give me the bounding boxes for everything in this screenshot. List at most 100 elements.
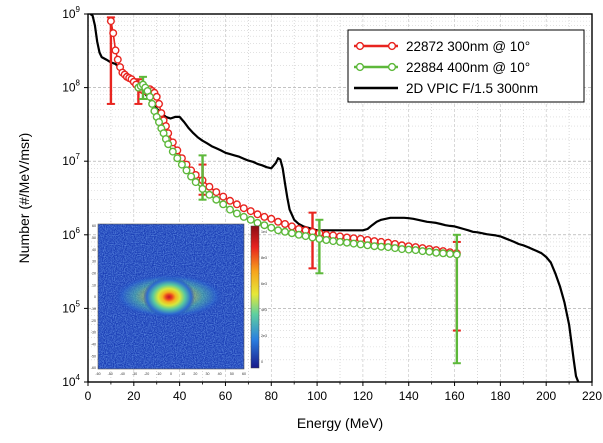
data-point — [234, 210, 241, 217]
x-tick-label: 0 — [85, 389, 92, 403]
data-point — [323, 237, 330, 244]
data-point — [268, 216, 275, 223]
inset-x-tick-label: -40 — [120, 372, 125, 376]
inset-y-tick-label: 40 — [92, 248, 96, 252]
inset-x-tick-label: 10 — [181, 372, 185, 376]
data-point — [426, 248, 433, 255]
data-point — [227, 206, 234, 213]
inset-x-ticks: -60 -50 -40 -30 -20 -10 0 10 20 30 40 50 60 — [95, 372, 246, 376]
data-point — [112, 47, 119, 54]
inset-x-tick-label: -60 — [95, 372, 100, 376]
data-point — [392, 245, 399, 252]
data-point — [179, 161, 186, 168]
data-point — [454, 251, 461, 258]
x-tick-label: 140 — [399, 389, 419, 403]
data-point — [156, 101, 163, 108]
inset-x-tick-label: -30 — [132, 372, 137, 376]
data-point — [357, 241, 364, 248]
inset-colorbar-label: 0 — [261, 360, 263, 364]
data-point — [110, 30, 117, 37]
data-point — [399, 246, 406, 253]
data-point — [170, 148, 177, 155]
inset-beam-spot — [143, 277, 195, 317]
inset-colorbar-label: 4e3 — [261, 308, 267, 312]
data-point — [247, 208, 254, 215]
legend-label: 22872 300nm @ 10° — [406, 39, 530, 54]
inset-x-tick-label: 20 — [193, 372, 197, 376]
y-tick-label: 106 — [62, 226, 80, 242]
y-tick-label: 105 — [62, 299, 80, 315]
data-point — [188, 173, 195, 180]
x-tick-label: 80 — [265, 389, 279, 403]
data-point — [254, 220, 261, 227]
data-point — [115, 56, 122, 63]
data-point — [254, 211, 261, 218]
data-point — [275, 227, 282, 234]
data-point — [183, 167, 190, 174]
data-point — [282, 229, 289, 236]
error-bar — [315, 220, 323, 274]
inset-y-tick-label: -30 — [91, 331, 96, 335]
inset-colorbar-label: 1e4 — [261, 230, 267, 234]
inset-y-tick-label: 10 — [92, 283, 96, 287]
data-point — [364, 242, 371, 249]
data-point — [108, 18, 115, 25]
x-tick-label: 20 — [127, 389, 141, 403]
data-point — [371, 243, 378, 250]
inset-x-tick-label: 30 — [206, 372, 210, 376]
data-point — [213, 196, 220, 203]
data-point — [350, 240, 357, 247]
data-point — [199, 186, 206, 193]
y-tick-label: 109 — [62, 5, 80, 21]
data-point — [213, 189, 220, 196]
data-point — [289, 223, 296, 230]
data-point — [227, 198, 234, 205]
data-point — [261, 214, 268, 221]
legend-label: 2D VPIC F/1.5 300nm — [406, 81, 538, 96]
inset-y-tick-label: 60 — [92, 224, 96, 228]
data-point — [344, 239, 351, 246]
data-point — [440, 250, 447, 257]
inset-y-tick-label: -40 — [91, 343, 96, 347]
inset-colorbar-label: 8e3 — [261, 256, 267, 260]
data-point — [385, 244, 392, 251]
data-point — [206, 192, 213, 199]
inset-y-tick-label: -50 — [91, 354, 96, 358]
x-tick-label: 200 — [536, 389, 556, 403]
x-tick-label: 60 — [219, 389, 233, 403]
x-tick-label: 40 — [173, 389, 187, 403]
inset-y-tick-label: -20 — [91, 319, 96, 323]
data-point — [289, 230, 296, 237]
legend: 22872 300nm @ 10° 22884 400nm @ 10° 2D VPI… — [348, 30, 584, 102]
y-tick-label: 108 — [62, 79, 80, 95]
inset-x-tick-label: 60 — [242, 372, 246, 376]
data-point — [296, 232, 303, 239]
inset-y-tick-label: 20 — [92, 272, 96, 276]
data-point — [268, 224, 275, 231]
data-point — [378, 243, 385, 250]
inset-x-tick-label: 0 — [170, 372, 172, 376]
inset-y-tick-label: 30 — [92, 260, 96, 264]
y-axis-label: Number (#/MeV/msr) — [16, 133, 32, 264]
data-point — [330, 238, 337, 245]
inset-y-tick-label: 0 — [94, 295, 96, 299]
inset-colorbar-label: 2e3 — [261, 334, 267, 338]
data-point — [302, 233, 309, 240]
data-point — [447, 251, 454, 258]
data-point — [412, 247, 419, 254]
inset-colorbar-ticks: 1e4 8e3 6e3 4e3 2e3 0 — [261, 230, 267, 364]
data-point — [247, 217, 254, 224]
x-tick-label: 220 — [582, 389, 602, 403]
inset-x-tick-label: -10 — [156, 372, 161, 376]
data-point — [275, 219, 282, 226]
data-point — [309, 234, 316, 241]
x-axis-label: Energy (MeV) — [297, 415, 383, 431]
data-point — [220, 193, 227, 200]
data-point — [174, 155, 181, 162]
inset-y-tick-label: -60 — [91, 366, 96, 370]
inset-heatmap: -60 -50 -40 -30 -20 -10 0 10 20 30 40 50 60 60504030… — [91, 224, 267, 376]
inset-colorbar — [251, 226, 259, 368]
data-point — [405, 246, 412, 253]
data-point — [147, 94, 154, 101]
data-point — [149, 101, 156, 108]
